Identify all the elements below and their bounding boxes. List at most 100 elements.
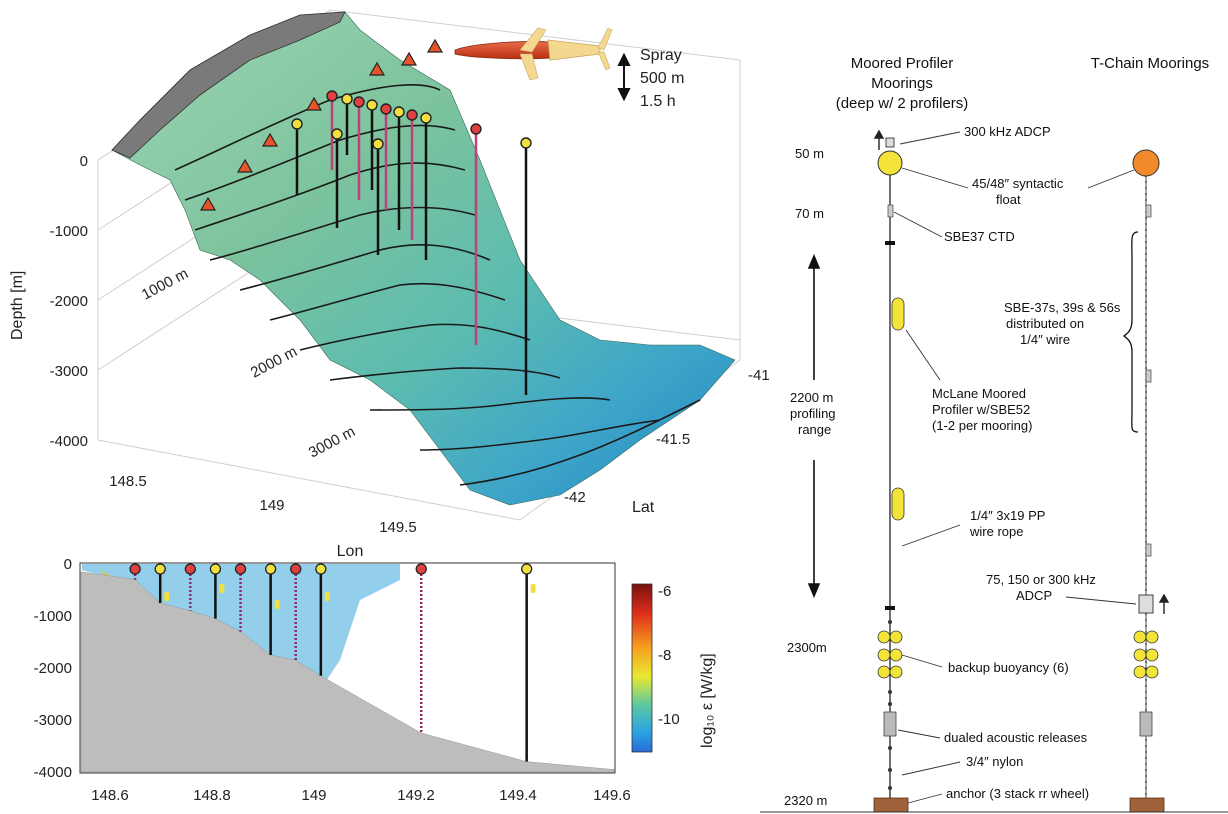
- mclane-profiler-icon: [891, 487, 905, 521]
- z-axis-label: Depth [m]: [9, 271, 26, 340]
- section-mooring-float: [521, 563, 533, 575]
- lat-axis-label: Lat: [632, 499, 655, 516]
- z-tick: -3000: [50, 363, 88, 380]
- section-profiler-marker: [219, 584, 225, 593]
- lat-tick: -41: [748, 367, 770, 384]
- lon-tick: 148.5: [109, 473, 147, 490]
- anchor-icon: [1129, 797, 1165, 813]
- contour-label-3000: 3000 m: [306, 423, 358, 462]
- colorbar-tick: -6: [658, 583, 671, 600]
- lon-axis-label: Lon: [337, 543, 364, 560]
- acoustic-release-icon: [883, 711, 897, 737]
- tchain-mooring: [1129, 149, 1170, 813]
- z-axis-ticks: 0 -1000 -2000 -3000 -4000: [50, 153, 88, 450]
- callout-float-1: 45/48″ syntactic: [972, 176, 1064, 191]
- callout-ctd: SBE37 CTD: [944, 229, 1015, 244]
- callout-adcp-bottom-1: 75, 150 or 300 kHz: [986, 572, 1096, 587]
- callout-profiler-2: Profiler w/SBE52: [932, 402, 1030, 417]
- z-tick: -1000: [50, 223, 88, 240]
- depth-label-50: 50 m: [795, 146, 824, 161]
- backup-buoyancy-icon: [1133, 630, 1159, 679]
- bathymetry-3d-panel: 1000 m 2000 m 3000 m: [9, 9, 770, 560]
- callout-nylon: 3/4″ nylon: [966, 754, 1023, 769]
- colorbar-tick: -8: [658, 647, 671, 664]
- y-tick: -3000: [34, 712, 72, 729]
- contour-label-1000: 1000 m: [139, 265, 191, 304]
- section-seafloor: [80, 571, 615, 773]
- spray-glider-icon: [454, 27, 613, 81]
- sensor-icon: [1145, 204, 1152, 218]
- callout-float-2: float: [996, 192, 1021, 207]
- section-mooring-float: [315, 563, 327, 575]
- callout-wire-1: 1/4″ 3x19 PP: [970, 508, 1045, 523]
- x-tick: 149.2: [397, 787, 435, 804]
- y-tick: -4000: [34, 764, 72, 781]
- callout-releases: dualed acoustic releases: [944, 730, 1088, 745]
- section-mooring-float: [264, 563, 277, 575]
- callout-wire-2: wire rope: [969, 524, 1023, 539]
- y-tick: 0: [64, 556, 72, 573]
- contour-label-2000: 2000 m: [248, 343, 300, 382]
- callout-sensors-3: 1/4″ wire: [1020, 332, 1070, 347]
- section-mooring-float: [290, 563, 302, 575]
- section-profiler-marker: [324, 592, 330, 601]
- lon-tick: 149: [259, 497, 284, 514]
- section-profiler-marker: [274, 600, 280, 609]
- lat-tick: -41.5: [656, 431, 690, 448]
- lon-tick: 149.5: [379, 519, 417, 536]
- mooring-schematic-panel: Moored Profiler Moorings (deep w/ 2 prof…: [760, 55, 1228, 813]
- profiler-title-line2: Moorings: [871, 75, 933, 92]
- section-mooring-float: [154, 563, 166, 575]
- section-mooring-float: [184, 563, 196, 575]
- range-label-2: profiling: [790, 406, 836, 421]
- profiler-title-line1: Moored Profiler: [851, 55, 954, 72]
- section-mooring-float: [415, 563, 427, 575]
- depth-label-2300: 2300m: [787, 640, 827, 655]
- lat-tick: -42: [564, 489, 586, 506]
- depth-label-2320: 2320 m: [784, 793, 827, 808]
- callout-backup: backup buoyancy (6): [948, 660, 1069, 675]
- sensor-icon: [1145, 369, 1152, 383]
- x-tick: 149: [301, 787, 326, 804]
- section-y-ticks: 0 -1000 -2000 -3000 -4000: [34, 556, 72, 781]
- profiler-mooring: [873, 129, 909, 813]
- profiling-range-arrow: [807, 253, 821, 599]
- section-mooring-float: [209, 563, 222, 575]
- up-arrow-icon: [1158, 593, 1170, 614]
- callout-profiler-1: McLane Moored: [932, 386, 1026, 401]
- z-tick: 0: [80, 153, 88, 170]
- callout-anchor: anchor (3 stack rr wheel): [946, 786, 1089, 801]
- syntactic-float-icon: [877, 150, 903, 176]
- acoustic-release-icon: [1139, 711, 1153, 737]
- mclane-profiler-icon: [891, 297, 905, 331]
- section-mooring-float: [129, 563, 141, 575]
- z-tick: -2000: [50, 293, 88, 310]
- section-moorings: [129, 563, 536, 762]
- range-label-1: 2200 m: [790, 390, 833, 405]
- callout-sensors-2: distributed on: [1006, 316, 1084, 331]
- moorings-3d: [199, 38, 532, 395]
- section-mooring-float: [234, 563, 247, 575]
- backup-buoyancy-icon: [877, 630, 903, 679]
- colorbar: [631, 583, 653, 753]
- x-tick: 149.6: [593, 787, 631, 804]
- x-tick: 148.6: [91, 787, 129, 804]
- callout-adcp-top: 300 kHz ADCP: [964, 124, 1051, 139]
- bathymetry-surface: [111, 11, 736, 506]
- up-arrow-icon: [873, 129, 885, 150]
- x-tick: 148.8: [193, 787, 231, 804]
- section-x-ticks: 148.6 148.8 149 149.2 149.4 149.6: [91, 787, 631, 804]
- tchain-float-icon: [1132, 149, 1160, 177]
- section-profiler-marker: [164, 592, 170, 601]
- callout-leaders: [893, 131, 1137, 804]
- y-tick: -2000: [34, 660, 72, 677]
- section-profiler-marker: [530, 584, 536, 593]
- triangle-markers: [199, 38, 444, 211]
- depth-contours: [174, 84, 701, 486]
- profiler-title-line3: (deep w/ 2 profilers): [836, 95, 969, 112]
- callout-profiler-3: (1-2 per mooring): [932, 418, 1032, 433]
- sensor-brace: [1123, 231, 1139, 433]
- y-tick: -1000: [34, 608, 72, 625]
- callout-sensors-1: SBE-37s, 39s & 56s: [1004, 300, 1121, 315]
- land-strip: [111, 11, 346, 159]
